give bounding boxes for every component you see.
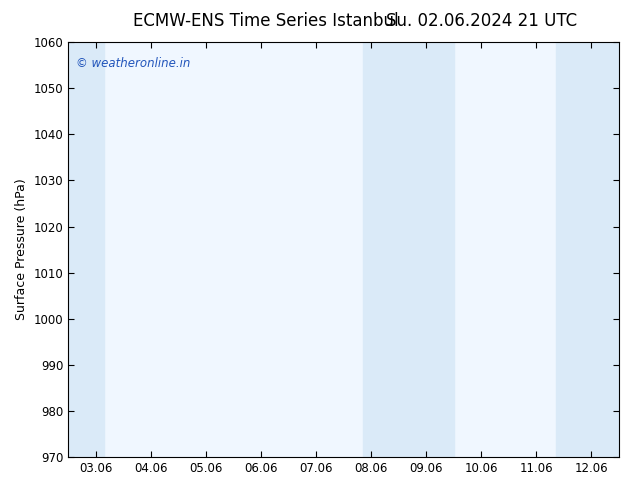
Bar <box>68 42 104 457</box>
Text: ECMW-ENS Time Series Istanbul: ECMW-ENS Time Series Istanbul <box>134 12 399 30</box>
Bar <box>363 42 454 457</box>
Bar <box>555 42 627 457</box>
Text: Su. 02.06.2024 21 UTC: Su. 02.06.2024 21 UTC <box>386 12 578 30</box>
Text: © weatheronline.in: © weatheronline.in <box>77 56 191 70</box>
Y-axis label: Surface Pressure (hPa): Surface Pressure (hPa) <box>15 179 28 320</box>
